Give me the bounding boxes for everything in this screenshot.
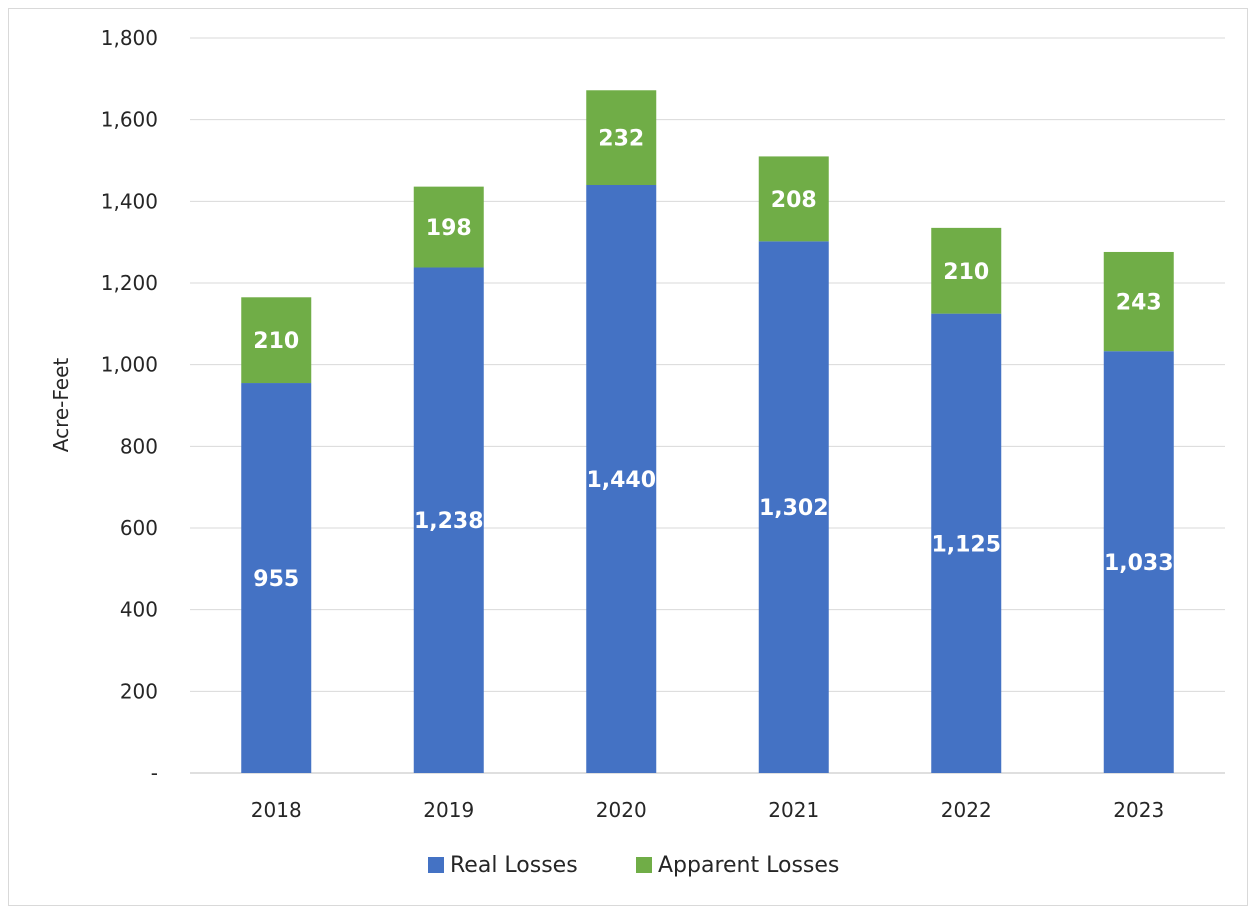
- y-tick-label: 800: [120, 434, 158, 458]
- bar-apparent-losses: [241, 297, 312, 384]
- x-tick-label: 2022: [941, 798, 992, 822]
- bar-real-losses: [758, 241, 829, 774]
- data-label: 1,238: [414, 509, 484, 534]
- bar-real-losses: [586, 185, 657, 773]
- bar-apparent-losses: [586, 90, 657, 185]
- y-tick-label: 1,200: [101, 271, 158, 295]
- bar-apparent-losses: [758, 156, 829, 242]
- bar-apparent-losses: [931, 227, 1002, 314]
- y-axis-ticks: - 200 400 600 800 1,000 1,200 1,400 1,600 1,800: [101, 26, 158, 785]
- bar-real-losses: [241, 383, 312, 773]
- y-tick-label: 600: [120, 516, 158, 540]
- data-labels: 955 210 1,238 198 1,440 232 1,302 208 1,125 210 1,…: [253, 127, 1173, 592]
- y-tick-label: 1,800: [101, 26, 158, 50]
- bar-real-losses: [931, 313, 1002, 773]
- gridlines: [190, 37, 1225, 774]
- data-label: 210: [943, 260, 989, 285]
- data-label: 1,302: [759, 496, 829, 521]
- y-tick-label: -: [151, 761, 158, 785]
- data-label: 208: [771, 188, 817, 213]
- x-tick-label: 2019: [423, 798, 474, 822]
- data-label: 243: [1116, 291, 1162, 316]
- bars: [241, 90, 1174, 774]
- data-label: 210: [253, 329, 299, 354]
- bar-real-losses: [413, 267, 484, 773]
- bar-real-losses: [1103, 351, 1174, 773]
- x-axis-ticks: 2018 2019 2020 2021 2022 2023: [251, 798, 1164, 822]
- x-tick-label: 2023: [1113, 798, 1164, 822]
- legend-swatch: [636, 857, 652, 873]
- data-label: 955: [253, 567, 299, 592]
- y-tick-label: 1,600: [101, 108, 158, 132]
- legend-label: Apparent Losses: [658, 853, 839, 878]
- legend: Real Losses Apparent Losses: [428, 853, 839, 878]
- x-tick-label: 2021: [768, 798, 819, 822]
- y-tick-label: 1,000: [101, 353, 158, 377]
- data-label: 198: [426, 216, 472, 241]
- x-tick-label: 2018: [251, 798, 302, 822]
- legend-swatch: [428, 857, 444, 873]
- bar-apparent-losses: [1103, 251, 1174, 352]
- y-tick-label: 400: [120, 598, 158, 622]
- data-label: 232: [598, 127, 644, 152]
- data-label: 1,033: [1104, 551, 1174, 576]
- x-tick-label: 2020: [596, 798, 647, 822]
- y-tick-label: 200: [120, 679, 158, 703]
- data-label: 1,440: [586, 468, 656, 493]
- data-label: 1,125: [931, 532, 1001, 557]
- y-axis-title: Acre-Feet: [49, 358, 73, 453]
- bar-apparent-losses: [413, 186, 484, 268]
- legend-label: Real Losses: [450, 853, 578, 878]
- y-tick-label: 1,400: [101, 189, 158, 213]
